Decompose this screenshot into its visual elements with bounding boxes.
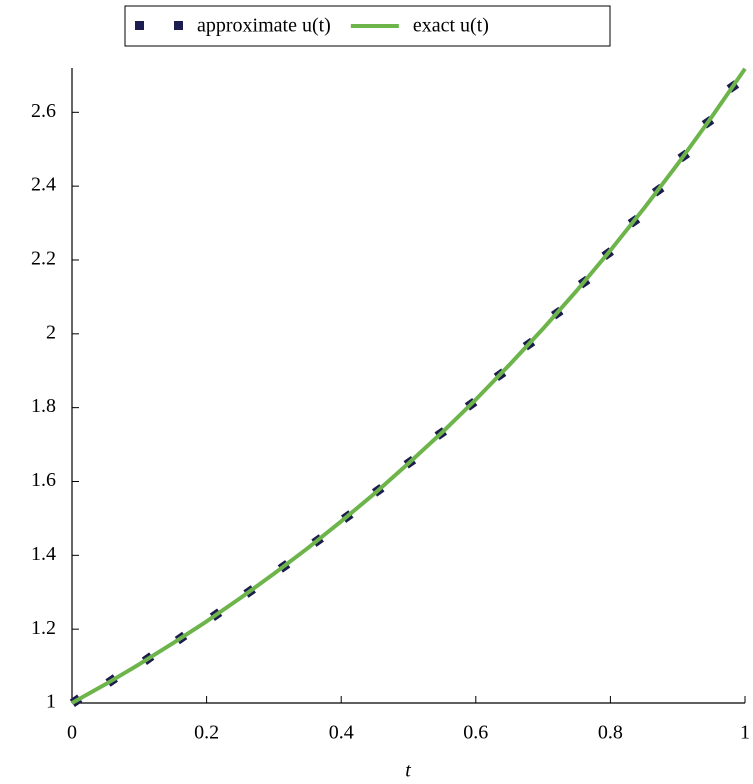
y-tick-label: 2.2 — [31, 248, 56, 270]
legend-swatch — [135, 21, 144, 30]
y-tick-label: 2.4 — [31, 174, 56, 196]
y-tick-label: 1.8 — [31, 395, 56, 417]
x-tick-label: 0.8 — [598, 722, 623, 744]
y-tick-label: 2 — [46, 321, 56, 343]
y-tick-label: 2.6 — [31, 100, 56, 122]
x-tick-label: 1 — [740, 722, 750, 744]
y-tick-label: 1.2 — [31, 617, 56, 639]
x-tick-label: 0.6 — [463, 722, 488, 744]
y-tick-label: 1.4 — [31, 543, 56, 565]
x-axis-label: t — [405, 760, 411, 782]
legend-label: exact u(t) — [413, 15, 489, 37]
y-tick-label: 1 — [46, 691, 56, 713]
x-tick-label: 0.4 — [329, 722, 354, 744]
y-tick-label: 1.6 — [31, 469, 56, 491]
data-line — [71, 67, 747, 705]
x-tick-label: 0 — [67, 722, 77, 744]
x-tick-label: 0.2 — [194, 722, 219, 744]
legend-swatch — [174, 21, 183, 30]
legend-label: approximate u(t) — [197, 15, 331, 37]
